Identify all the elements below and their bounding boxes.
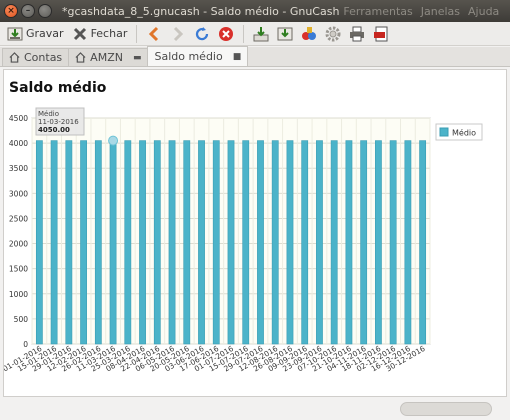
forward-arrow-icon [174, 26, 184, 41]
menu-windows[interactable]: Janelas [420, 4, 461, 18]
status-bar [0, 398, 510, 420]
bar [109, 140, 117, 345]
close-icon [73, 27, 86, 40]
window-close-button[interactable]: × [4, 4, 18, 18]
menu-tools[interactable]: Ferramentas [343, 4, 413, 18]
back-arrow-icon [149, 26, 159, 41]
window-maximize-button[interactable] [38, 4, 52, 18]
stop-icon [219, 26, 234, 41]
tab-average-balance[interactable]: Saldo médio ■ [147, 46, 249, 66]
bar [139, 140, 146, 345]
save-report-button[interactable] [274, 24, 296, 44]
bar [286, 140, 294, 345]
bar [316, 140, 323, 345]
save-report-icon [277, 27, 293, 40]
window-minimize-button[interactable]: – [21, 4, 35, 18]
bar [227, 140, 235, 345]
bar [183, 140, 191, 345]
export-button[interactable] [250, 24, 272, 44]
save-button[interactable]: Gravar [4, 24, 67, 44]
legend-swatch [439, 127, 449, 137]
y-tick-label: 2500 [9, 214, 28, 223]
printer-icon [350, 26, 365, 41]
tab-bar: Contas AMZN ▬ Saldo médio ■ [0, 46, 510, 67]
reload-icon [196, 26, 209, 40]
bar [242, 140, 250, 345]
tab-accounts[interactable]: Contas [2, 48, 70, 66]
save-icon [7, 27, 23, 40]
bar [389, 140, 397, 345]
toolbar: Gravar Fechar [0, 22, 510, 46]
tooltip-value: 4050.00 [38, 126, 70, 134]
hover-marker [108, 135, 119, 146]
bar [153, 140, 161, 345]
horizontal-scrollbar[interactable] [400, 402, 492, 416]
options-button[interactable] [298, 24, 320, 44]
export-pdf-button[interactable] [370, 24, 392, 44]
legend-label: Médio [452, 128, 476, 138]
settings-button[interactable] [322, 24, 344, 44]
options-icon [302, 26, 317, 40]
tab-amzn-label: AMZN [90, 51, 123, 64]
tab-close-icon[interactable]: ▬ [132, 52, 142, 63]
gear-icon [325, 26, 341, 41]
y-tick-label: 500 [14, 315, 29, 324]
bar [198, 140, 205, 345]
pdf-icon [374, 26, 388, 41]
window-title: *gcashdata_8_5.gnucash - Saldo médio - G… [62, 4, 340, 18]
tab-amzn[interactable]: AMZN ▬ [68, 48, 149, 66]
bar [360, 140, 368, 345]
bar [404, 140, 412, 345]
menu-bar: Ferramentas Janelas Ajuda [343, 5, 499, 18]
bar [301, 140, 309, 345]
bar [65, 140, 73, 345]
export-icon [253, 26, 269, 41]
tooltip-box [35, 107, 85, 136]
y-tick-label: 4500 [9, 114, 28, 123]
title-bar: × – *gcashdata_8_5.gnucash - Saldo médio… [0, 0, 510, 22]
report-page: Saldo médio 0 500 1000 1500 2000 2500 3000 3500… [3, 69, 507, 397]
tooltip-series: Médio [38, 110, 59, 118]
toolbar-separator [136, 24, 138, 43]
tab-average-balance-label: Saldo médio [154, 50, 223, 63]
bar [345, 140, 353, 345]
bar-chart: 05001000150020002500300035004000450001-0… [4, 107, 483, 374]
bar [80, 140, 87, 345]
reload-button[interactable] [191, 24, 213, 44]
y-tick-label: 3500 [9, 164, 28, 173]
y-tick-label: 4000 [9, 139, 28, 148]
report-title: Saldo médio [9, 80, 107, 96]
back-button[interactable] [143, 24, 165, 44]
forward-button[interactable] [167, 24, 189, 44]
tab-close-icon[interactable]: ■ [232, 51, 242, 62]
bar [94, 140, 102, 345]
y-tick-label: 0 [23, 340, 28, 349]
tab-accounts-label: Contas [24, 51, 63, 64]
toolbar-separator [243, 24, 245, 43]
stop-button[interactable] [215, 24, 237, 44]
y-tick-label: 3000 [9, 189, 28, 198]
save-label: Gravar [26, 27, 64, 40]
print-button[interactable] [346, 24, 368, 44]
bar [271, 140, 279, 345]
bar [375, 140, 382, 345]
menu-help[interactable]: Ajuda [468, 4, 500, 18]
bar [168, 140, 176, 345]
y-tick-label: 1000 [9, 290, 28, 299]
home-icon [9, 52, 20, 63]
tooltip-date: 11-03-2016 [38, 118, 79, 126]
y-tick-label: 1500 [9, 265, 28, 274]
window-controls: × – [4, 4, 52, 18]
close-label: Fechar [90, 27, 128, 40]
bar [419, 140, 427, 345]
home-icon [75, 52, 86, 63]
bar [124, 140, 132, 345]
bar [257, 140, 264, 345]
bar [330, 140, 338, 345]
close-report-button[interactable]: Fechar [69, 24, 131, 44]
bar [35, 140, 43, 345]
bar [50, 140, 58, 345]
bar [212, 140, 220, 345]
y-tick-label: 2000 [9, 240, 28, 249]
